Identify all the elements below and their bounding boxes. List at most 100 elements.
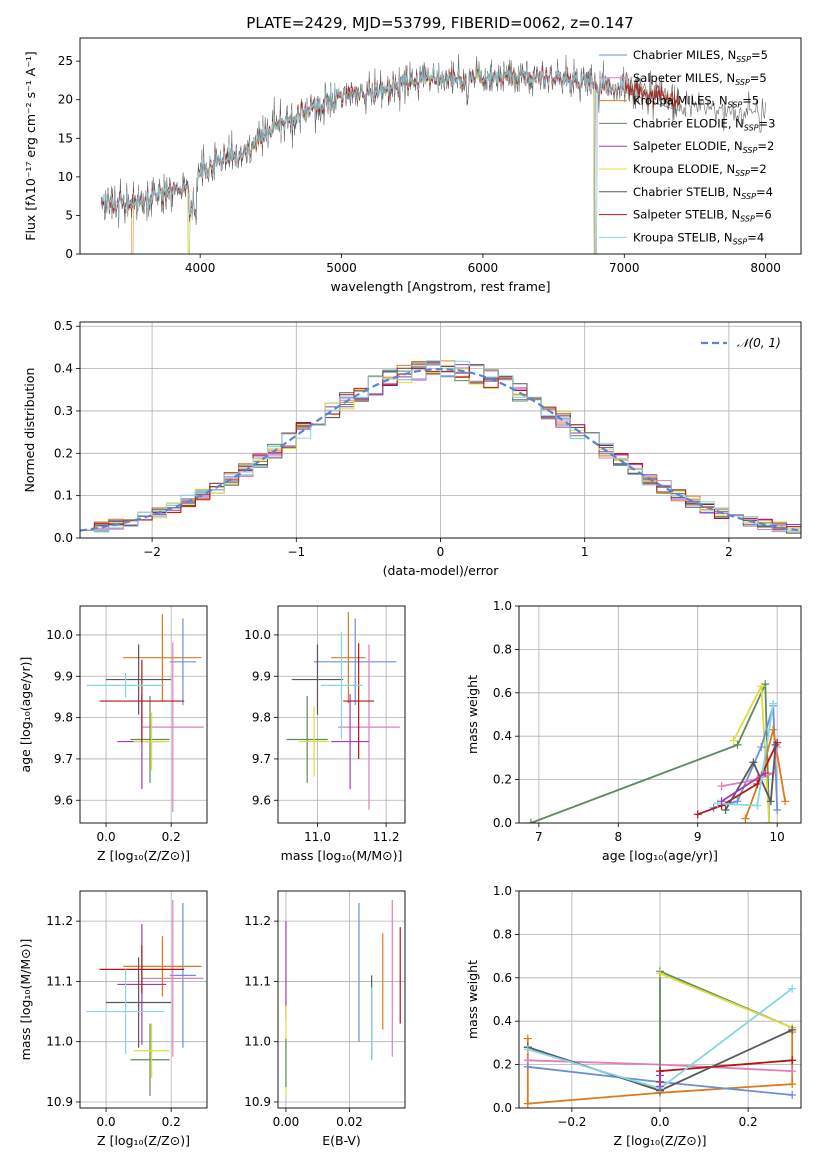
legend-label: Chabrier ELODIE, NSSP=3 (633, 116, 775, 132)
y-tick-label: 0.0 (54, 531, 73, 545)
y-tick-label: 11.1 (46, 974, 73, 988)
x-tick-label: 10 (770, 830, 785, 844)
weight-marker-cstelib (771, 740, 780, 749)
y-tick-label: 0.8 (493, 642, 512, 656)
y-tick-label: 9.8 (252, 711, 271, 725)
y-tick-label: 20 (58, 93, 73, 107)
weight-marker-cmiles (788, 1090, 797, 1099)
x-axis-label: Z [log₁₀(Z/Z⊙)] (97, 1133, 190, 1148)
x-tick-label: 8 (614, 830, 622, 844)
z-weight-panel: −0.2 0.0 0.2 0.0 0.2 0.4 0.6 0.8 1.0 Z [log₁₀(Z/Z… (465, 884, 802, 1148)
x-tick-label: 0.0 (650, 1115, 669, 1129)
y-tick-label: 5 (65, 208, 73, 222)
y-tick-label: 0.2 (54, 446, 73, 460)
age-weight-panel: 7 8 9 10 0.0 0.2 0.4 0.6 0.8 1.0 age [log₁₀(age/yr… (465, 599, 802, 863)
y-tick-label: 0.0 (493, 1101, 512, 1115)
x-tick-label: 4000 (185, 261, 216, 275)
weight-line-sstelib (697, 742, 779, 816)
legend-label: Salpeter MILES, NSSP=5 (633, 71, 767, 87)
x-axis-label: wavelength [Angstrom, rest frame] (330, 279, 550, 294)
y-axis-label: mass [log₁₀(M/M⊙)] (18, 939, 33, 1061)
x-tick-label: 1 (581, 545, 589, 559)
weight-marker-kstelib (769, 699, 778, 708)
mass-age-panel: 11.0 11.2 9.6 9.7 9.8 9.9 10.0 mass [log₁₀(M/M⊙… (244, 605, 406, 863)
weight-marker-cstelib (721, 805, 730, 814)
x-tick-label: 8000 (750, 261, 781, 275)
y-tick-label: 9.6 (252, 793, 271, 807)
plot-area (86, 900, 204, 1096)
x-tick-label: 11.0 (304, 830, 331, 844)
weight-marker-kelodie (757, 682, 766, 691)
y-tick-label: 11.2 (244, 914, 271, 928)
weight-line-selodie (721, 772, 766, 803)
weight-marker-kmiles (781, 797, 790, 806)
legend-label: Salpeter ELODIE, NSSP=2 (633, 139, 774, 155)
y-tick-label: 0 (65, 247, 73, 261)
x-tick-label: −1 (287, 545, 305, 559)
y-tick-label: 0.8 (493, 927, 512, 941)
weight-line-kmiles (744, 729, 786, 820)
y-tick-label: 11.2 (46, 914, 73, 928)
legend-label: Kroupa MILES, NSSP=5 (633, 94, 759, 110)
legend-label: Kroupa STELIB, NSSP=4 (633, 230, 764, 246)
weight-marker-kmiles (788, 1080, 797, 1089)
y-tick-label: 0.4 (54, 362, 73, 376)
weight-marker-kelodie (729, 736, 738, 745)
weight-marker-kmiles (741, 814, 750, 823)
legend-label: 𝒩(0, 1) (737, 336, 781, 350)
y-tick-label: 10.9 (46, 1095, 73, 1109)
y-tick-label: 0.6 (493, 686, 512, 700)
y-tick-label: 0.4 (493, 1014, 512, 1028)
plot-area (80, 360, 801, 534)
y-tick-label: 0.1 (54, 489, 73, 503)
x-tick-label: 0.02 (336, 1115, 363, 1129)
weight-marker-selodie (717, 797, 726, 806)
plot-area (286, 612, 400, 810)
weight-line-cstelib (724, 744, 777, 811)
x-axis-label: E(B-V) (322, 1133, 361, 1148)
axes-frame (79, 605, 208, 824)
legend-label: Kroupa ELODIE, NSSP=2 (633, 162, 767, 178)
x-axis-label: Z [log₁₀(Z/Z⊙)] (614, 1133, 707, 1148)
weight-marker-cstelib (749, 758, 758, 767)
weight-marker-sstelib (693, 810, 702, 819)
y-tick-label: 1.0 (493, 884, 512, 898)
weight-marker-selodie (656, 1082, 664, 1091)
y-tick-label: 9.6 (54, 793, 73, 807)
axes-frame (79, 890, 208, 1109)
y-tick-label: 25 (58, 54, 73, 68)
weight-marker-cstelib (766, 797, 775, 806)
y-tick-label: 9.7 (54, 752, 73, 766)
x-axis-label: Z [log₁₀(Z/Z⊙)] (97, 848, 190, 863)
y-tick-label: 11.0 (244, 1035, 271, 1049)
weight-marker-cmiles (523, 1062, 532, 1071)
weight-marker-kstelib (788, 984, 797, 993)
y-tick-label: 9.9 (54, 669, 73, 683)
axes-frame (79, 321, 802, 539)
axes-frame (277, 605, 406, 824)
x-tick-label: 2 (725, 545, 733, 559)
x-tick-label: 0.2 (739, 1115, 758, 1129)
weight-marker-kstelib (523, 1045, 532, 1054)
y-tick-label: 0.4 (493, 729, 512, 743)
residuals-panel: −2 −1 0 1 2 0.0 0.1 0.2 0.3 0.4 0.5 (data-model)/er… (22, 319, 802, 578)
x-tick-label: 0.0 (97, 1115, 116, 1129)
weight-marker-celodie (526, 819, 535, 823)
plot-area (526, 680, 790, 823)
y-tick-label: 10.0 (244, 628, 271, 642)
weight-marker-celodie (761, 680, 770, 689)
x-axis-label: mass [log₁₀(M/M⊙)] (281, 848, 403, 863)
legend-label: Chabrier MILES, NSSP=5 (633, 48, 768, 64)
z-mass-panel: 0.0 0.2 10.9 11.0 11.1 11.2 Z [log₁₀(Z/Z⊙)] mas… (18, 890, 208, 1148)
weight-marker-cstelib (788, 1025, 797, 1034)
spectrum-panel: 4000 5000 6000 7000 8000 0 5 10 15 20 25 wavelength… (23, 37, 802, 294)
y-tick-label: 0.0 (493, 816, 512, 830)
weight-marker-cmiles (757, 743, 766, 752)
x-tick-label: 11.2 (373, 830, 400, 844)
axes-frame (518, 890, 802, 1109)
y-tick-label: 10 (58, 170, 73, 184)
weight-marker-kelodie (765, 819, 774, 823)
axes-frame (277, 890, 406, 1109)
x-axis-label: (data-model)/error (383, 563, 500, 578)
